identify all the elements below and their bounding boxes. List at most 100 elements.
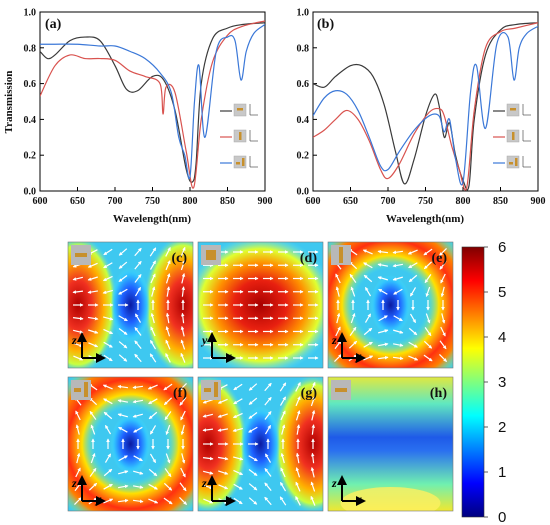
field-arrow (203, 498, 214, 504)
field-arrow (134, 353, 142, 363)
y-tick-label: 0.4 (297, 115, 310, 126)
field-arrow (181, 453, 186, 464)
field-arrow (103, 262, 113, 269)
field-arrow (148, 468, 158, 477)
field-arrow (102, 384, 113, 390)
field-arrow (335, 326, 341, 337)
field-arrow (409, 287, 417, 297)
field-arrow (335, 273, 341, 284)
field-arrow (150, 326, 156, 337)
axis-name-horizontal: y (224, 492, 232, 506)
field-arrow (148, 398, 158, 405)
field-arrow (295, 452, 300, 464)
field-arrow (310, 495, 316, 506)
field-arrow (409, 313, 417, 324)
x-tick-label: 650 (70, 196, 85, 207)
field-arrow (89, 467, 97, 477)
field-frame (327, 241, 454, 369)
y-tick-label: 0.6 (24, 79, 37, 90)
field-arrow (180, 246, 186, 257)
field-arrow (151, 286, 156, 297)
field-arrow (439, 340, 447, 350)
field-arrow (393, 288, 403, 295)
axis-name-horizontal: y (94, 492, 102, 506)
field-arrow (264, 396, 272, 406)
field-arrow (264, 468, 272, 477)
field-arrow (132, 385, 144, 390)
legend-bar-v (515, 158, 518, 166)
field-arrow (424, 327, 432, 337)
field-arrow (202, 399, 213, 404)
field-arrow (218, 484, 229, 490)
field-arrow (90, 424, 96, 435)
field-arrow (363, 327, 373, 336)
field-arrow (440, 286, 445, 298)
field-arrow (233, 456, 244, 461)
field-arrow (103, 411, 113, 420)
colorbar-tick-label: 4 (498, 329, 506, 346)
structure-bar-v (214, 382, 218, 397)
field-arrow (281, 424, 286, 435)
field-arrow (134, 247, 142, 257)
field-arrow (179, 497, 187, 505)
y-ticks-a: 0.0 0.2 0.4 0.6 0.8 1.0 (24, 8, 44, 198)
field-arrow (248, 455, 258, 462)
series-line-1 (40, 22, 265, 183)
field-arrow (279, 496, 287, 506)
field-minimum (240, 406, 281, 482)
series-line-3 (313, 25, 538, 186)
line-chart-a: 0.0 0.2 0.4 0.6 0.8 1.0 600 650 700 750 800 850 900… (3, 8, 273, 226)
y-tick-label: 0.2 (24, 151, 37, 162)
field-arrow (118, 426, 128, 433)
field-arrow (163, 482, 173, 491)
axis-name-horizontal: x (95, 349, 102, 363)
structure-bar-h (75, 253, 87, 257)
x-tick-label: 600 (33, 196, 48, 207)
y-tick-label: 0.8 (24, 43, 37, 54)
colorbar-tick-label: 5 (498, 284, 506, 301)
field-frame (197, 241, 324, 369)
field-arrow (165, 326, 171, 337)
field-arrow (233, 483, 243, 490)
colorbar-tick-label: 2 (498, 419, 506, 436)
field-arrow (179, 383, 187, 391)
field-arrow (377, 249, 389, 254)
series-lines-b (313, 22, 538, 191)
field-arrow (87, 290, 99, 294)
field-arrow (104, 424, 112, 435)
field-arrow (133, 470, 144, 475)
field-arrow (202, 456, 214, 461)
field-arrow (392, 343, 404, 347)
colorbar-tick-label: 1 (498, 464, 506, 481)
field-arrow (165, 339, 171, 350)
y-tick-label: 0.0 (24, 187, 37, 198)
field-arrow (103, 483, 113, 490)
field-arrow (118, 315, 128, 322)
field-arrow (72, 316, 84, 321)
field-arrow (132, 413, 143, 418)
field-arrow (104, 453, 112, 463)
field-arrow (348, 340, 358, 349)
y-tick-label: 0.0 (297, 187, 310, 198)
field-arrow (310, 467, 315, 478)
x-tick-label: 700 (108, 196, 123, 207)
field-arrow (118, 354, 128, 362)
field-arrow (103, 328, 114, 335)
field-arrow (279, 396, 287, 406)
field-arrow (425, 313, 431, 324)
field-arrow (180, 259, 186, 271)
field-arrow (180, 339, 186, 350)
axis-name-vertical: z (71, 333, 77, 347)
map-label: (e) (431, 251, 447, 266)
field-arrow (149, 339, 157, 350)
field-arrow (163, 397, 173, 406)
series-line-1 (313, 22, 538, 191)
x-tick-label: 750 (145, 196, 160, 207)
field-minimum (110, 414, 151, 474)
axis-name-vertical: z (331, 476, 337, 490)
field-hotspot (198, 242, 323, 368)
field-arrow (232, 412, 243, 419)
field-arrow (117, 498, 129, 503)
field-arrow (377, 276, 388, 281)
plot-frame-b (312, 11, 539, 192)
